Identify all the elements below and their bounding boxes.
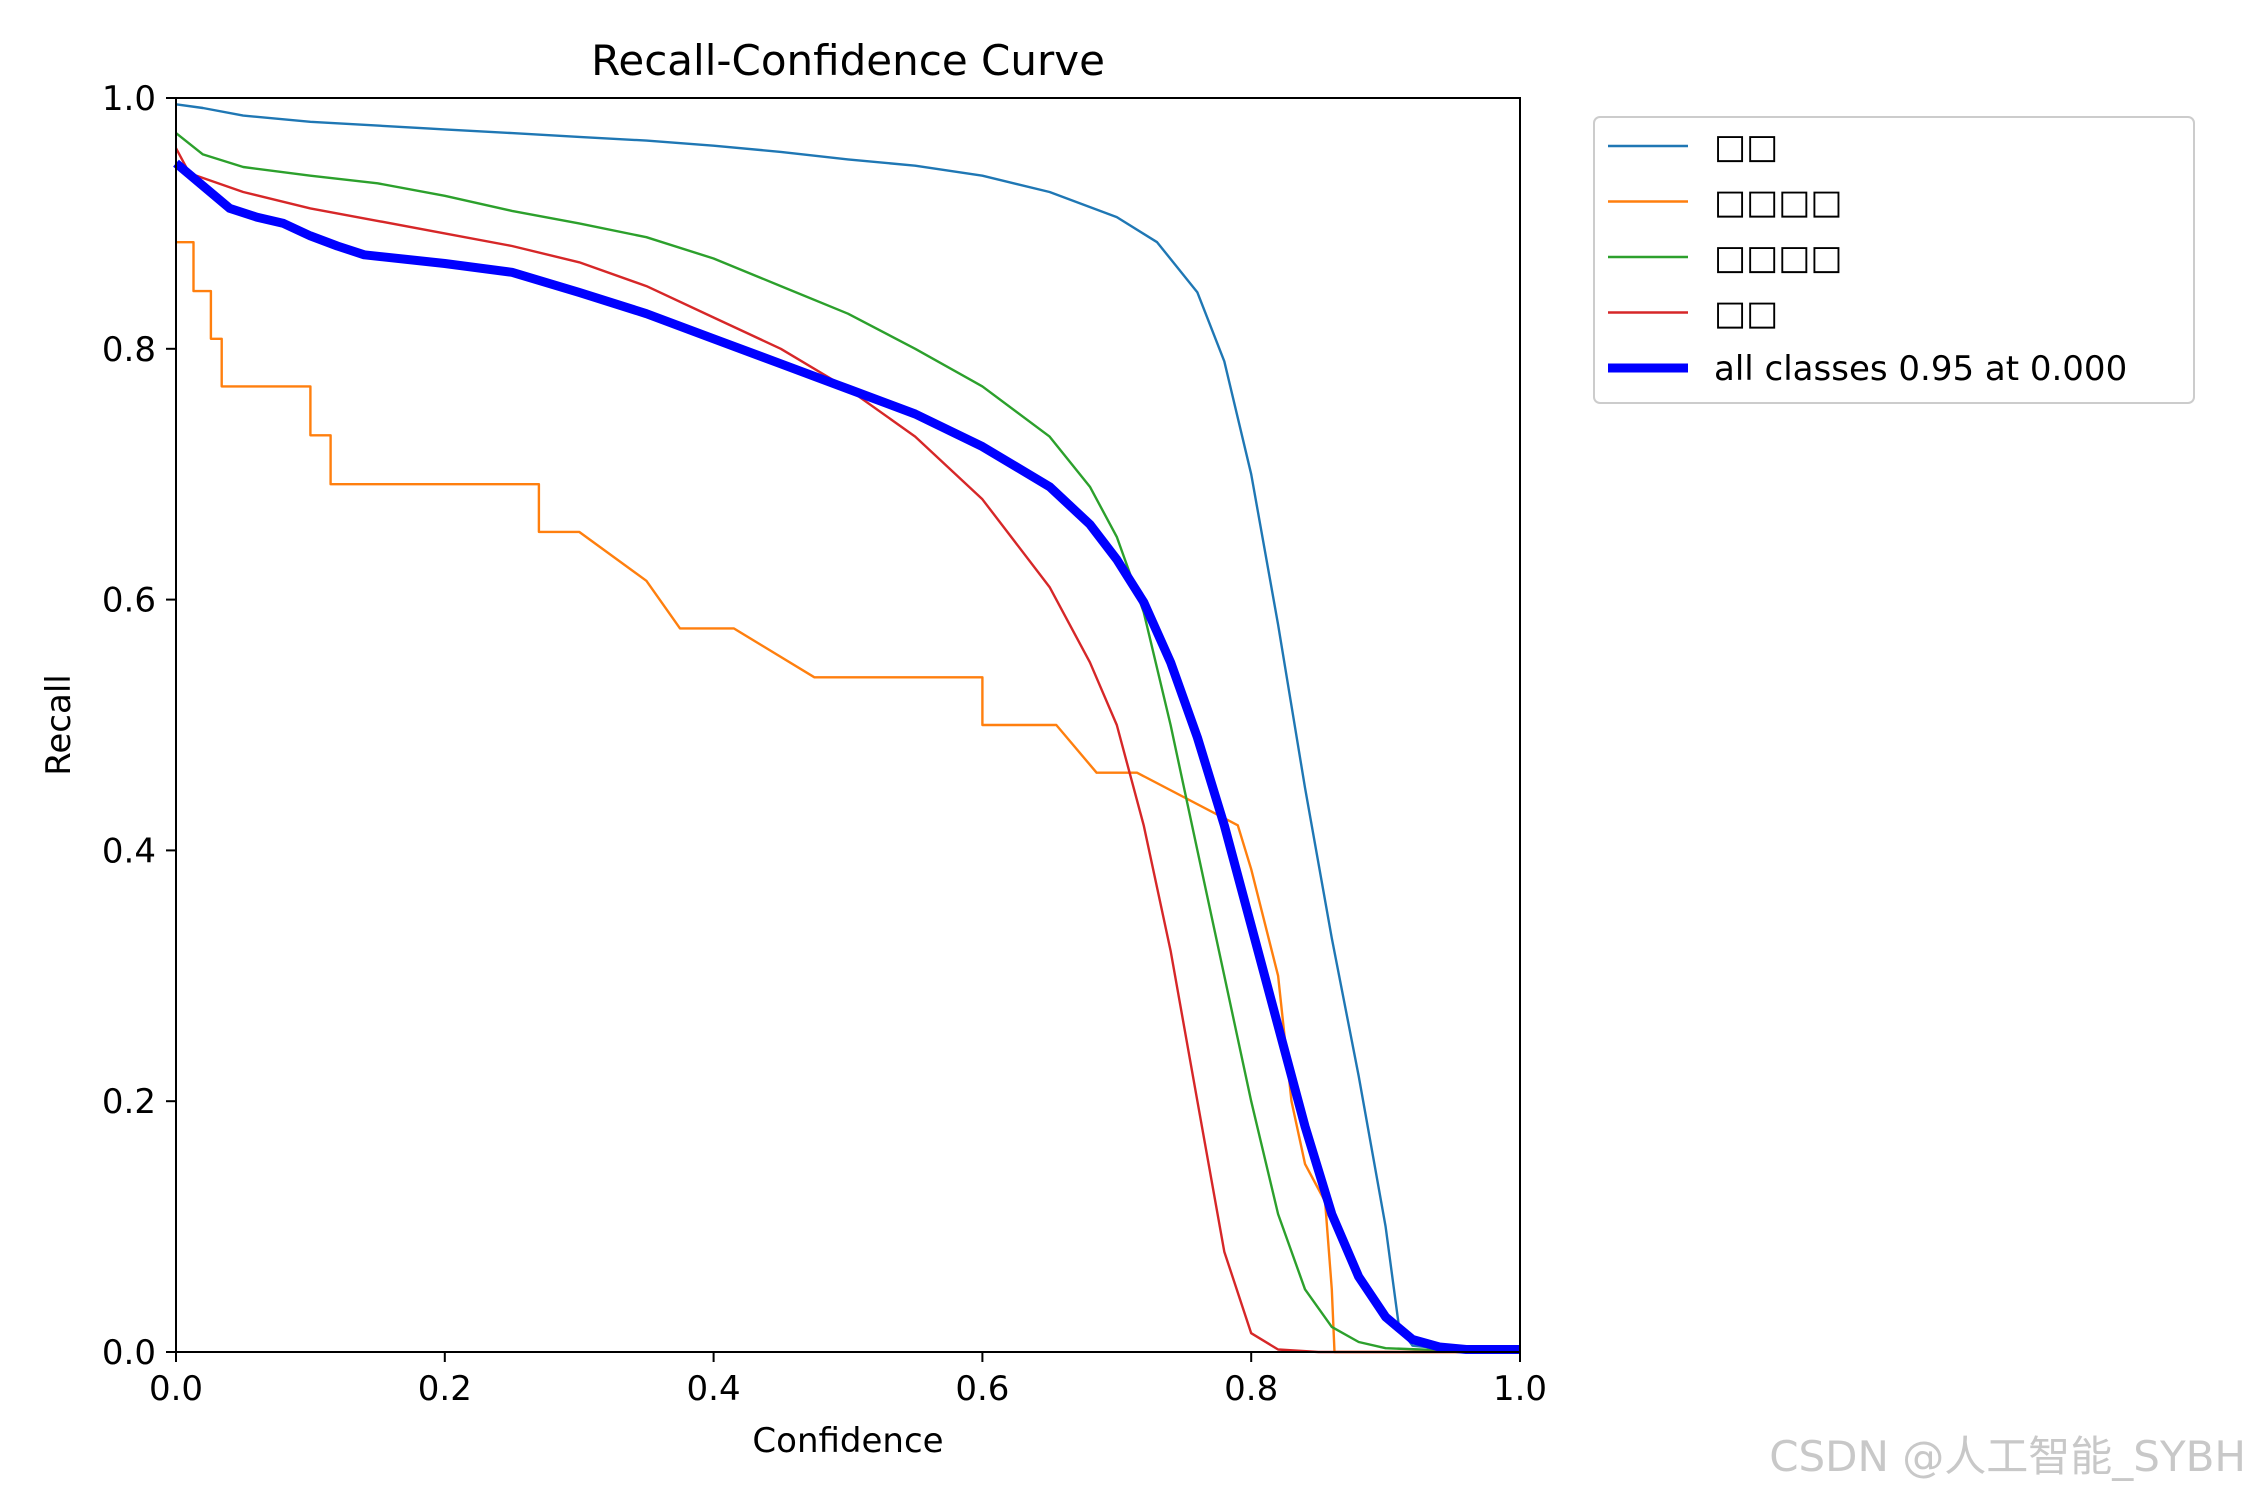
x-tick-label: 0.8 [1224,1369,1278,1409]
x-tick-label: 0.4 [687,1369,741,1409]
series-line-2 [175,132,1521,1354]
legend-frame [1593,116,2195,404]
plot-frame [175,97,1521,1353]
legend-label-1: □□□□ [1714,183,1843,223]
x-tick-label: 1.0 [1493,1369,1547,1409]
legend-label-0: □□ [1714,127,1778,167]
legend-label-2: □□□□ [1714,238,1843,278]
x-axis-label: Confidence [752,1421,943,1461]
y-tick-label: 0.2 [102,1082,156,1122]
series-line-3 [174,147,1520,1354]
x-tick-label: 0.0 [149,1369,203,1409]
watermark: CSDN @人工智能_SYBH [1769,1432,2246,1481]
y-tick-label: 0.0 [102,1333,156,1373]
legend-label-4: all classes 0.95 at 0.000 [1714,349,2127,389]
series-layer [173,103,1521,1354]
y-tick-label: 0.4 [102,831,156,871]
tick-layer: 0.0 0.2 0.4 0.6 0.8 1.0 0.0 0.2 0.4 0.6 0.8 1.0 [102,79,1547,1409]
x-tick-label: 0.6 [955,1369,1009,1409]
y-tick-label: 1.0 [102,79,156,119]
legend: □□□□□□□□□□□□all classes 0.95 at 0.000 [1593,116,2195,404]
y-tick-label: 0.8 [102,330,156,370]
series-line-4 [173,159,1520,1354]
chart-title: Recall-Confidence Curve [591,36,1105,85]
x-tick-label: 0.2 [418,1369,472,1409]
y-axis-label: Recall [39,674,79,775]
series-line-0 [175,103,1520,1351]
y-tick-label: 0.6 [102,581,156,621]
legend-label-3: □□ [1714,294,1778,334]
